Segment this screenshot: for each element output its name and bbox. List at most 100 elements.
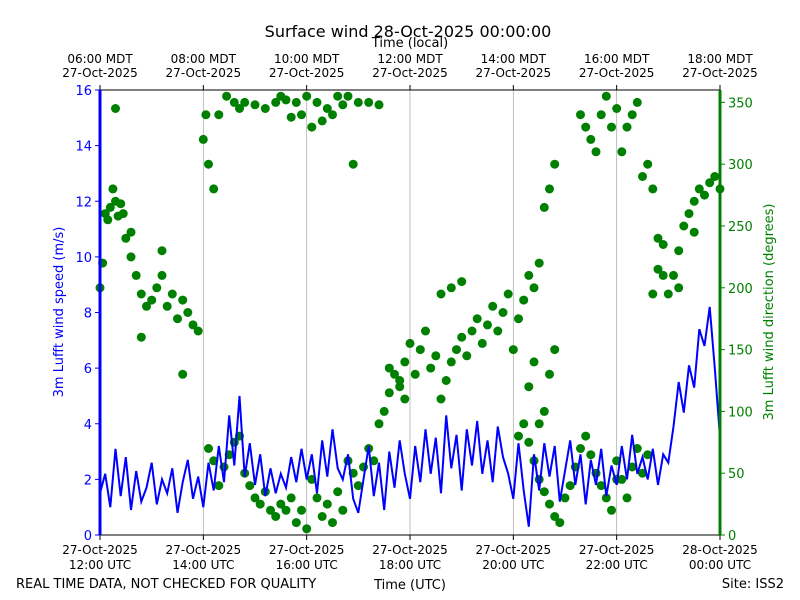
direction-point — [157, 270, 167, 280]
grid-lines — [202, 90, 618, 535]
direction-point — [622, 493, 632, 503]
direction-point — [317, 512, 327, 521]
direction-point — [519, 419, 529, 429]
right-tick-label: 300 — [728, 158, 753, 173]
x-tick-date: 27-Oct-2025 — [62, 543, 138, 557]
left-tick-label: 10 — [75, 251, 92, 266]
direction-point — [118, 209, 128, 219]
left-tick-label: 12 — [75, 195, 92, 210]
direction-point — [201, 110, 211, 120]
direction-point — [405, 338, 415, 348]
direction-point — [581, 431, 591, 441]
direction-point — [136, 289, 146, 299]
direction-point — [601, 91, 611, 101]
direction-point — [297, 110, 306, 120]
quality-disclaimer: REAL TIME DATA, NOT CHECKED FOR QUALITY — [16, 577, 316, 592]
direction-point — [534, 258, 544, 268]
left-tick-label: 16 — [75, 84, 92, 99]
direction-point — [286, 493, 296, 503]
right-tick-label: 350 — [728, 96, 753, 111]
direction-point — [493, 326, 503, 336]
direction-point — [472, 314, 482, 324]
direction-series — [95, 91, 725, 534]
direction-point — [302, 91, 312, 101]
direction-point — [333, 487, 343, 497]
left-tick-label: 2 — [84, 473, 92, 488]
x-tick-date: 27-Oct-2025 — [166, 543, 242, 557]
direction-point — [271, 97, 281, 107]
left-tick-label: 8 — [84, 307, 92, 322]
direction-point — [446, 357, 456, 367]
direction-point — [550, 345, 560, 355]
direction-point — [302, 524, 312, 534]
direction-point — [343, 91, 353, 101]
direction-point — [105, 202, 115, 212]
x-tick-time: 20:00 UTC — [482, 558, 544, 572]
direction-point — [322, 104, 332, 113]
direction-point — [669, 270, 678, 280]
direction-point — [157, 246, 167, 256]
left-tick-label: 6 — [84, 362, 92, 377]
direction-point — [498, 308, 508, 317]
direction-point — [167, 289, 177, 299]
direction-point — [250, 100, 260, 110]
direction-point — [565, 481, 575, 491]
direction-point — [384, 363, 394, 373]
direction-point — [607, 122, 616, 132]
direction-point — [307, 122, 317, 132]
direction-point — [550, 512, 560, 521]
x-tick-time: 12:00 UTC — [69, 558, 131, 572]
direction-point — [297, 505, 306, 515]
direction-point — [529, 283, 539, 293]
direction-point — [576, 110, 585, 120]
direction-point — [539, 406, 549, 416]
direction-point — [214, 110, 224, 120]
direction-point — [653, 264, 663, 274]
direction-point — [328, 518, 337, 528]
top-tick-date: 27-Oct-2025 — [372, 66, 448, 80]
direction-point — [648, 184, 658, 194]
direction-point — [674, 283, 684, 293]
x-tick-date: 27-Oct-2025 — [269, 543, 345, 557]
direction-point — [586, 134, 596, 144]
direction-point — [524, 270, 534, 280]
direction-point — [147, 295, 157, 305]
direction-point — [108, 184, 118, 194]
direction-point — [663, 289, 673, 299]
direction-point — [142, 301, 151, 311]
speed-series-line — [99, 306, 721, 527]
x-axis-label: Time (UTC) — [373, 578, 446, 593]
direction-point — [173, 314, 182, 324]
direction-point — [126, 227, 136, 237]
direction-point — [126, 252, 136, 262]
direction-point — [705, 178, 715, 188]
direction-point — [229, 97, 239, 107]
direction-point — [400, 394, 410, 404]
direction-point — [632, 97, 642, 107]
direction-point — [198, 134, 208, 144]
direction-point — [457, 277, 467, 287]
direction-point — [276, 499, 286, 509]
direction-point — [514, 431, 523, 441]
direction-point — [545, 499, 554, 509]
direction-point — [426, 363, 436, 373]
direction-point — [488, 301, 498, 311]
direction-point — [550, 159, 560, 169]
direction-point — [374, 419, 384, 429]
direction-point — [312, 493, 322, 503]
direction-point — [364, 97, 374, 107]
direction-point — [291, 518, 301, 528]
direction-point — [524, 437, 534, 447]
right-tick-label: 200 — [728, 282, 753, 297]
direction-point — [250, 493, 260, 503]
direction-point — [555, 518, 565, 528]
direction-point — [545, 184, 554, 194]
right-axis-label: 3m Lufft wind direction (degrees) — [762, 204, 777, 421]
direction-point — [503, 289, 513, 299]
top-tick-date: 27-Oct-2025 — [269, 66, 345, 80]
direction-point — [162, 301, 172, 311]
direction-point — [529, 357, 539, 367]
direction-point — [348, 159, 358, 169]
top-tick-date: 27-Oct-2025 — [62, 66, 138, 80]
